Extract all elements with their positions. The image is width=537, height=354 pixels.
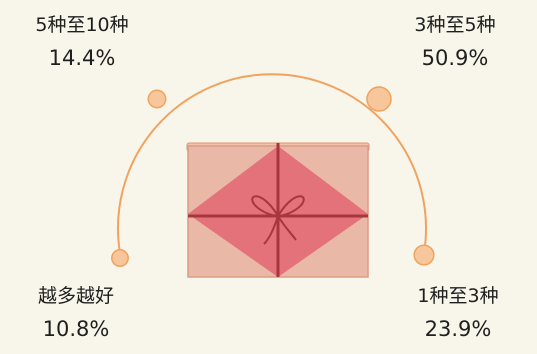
dot-1-to-3 [413, 244, 435, 266]
connector-arc [117, 73, 427, 254]
category-name: 3种至5种 [414, 14, 496, 36]
category-name: 1种至3种 [417, 285, 499, 307]
dot-more-better [111, 249, 129, 267]
category-value: 50.9% [421, 46, 489, 70]
category-value: 10.8% [42, 317, 110, 341]
label-1-to-3: 1种至3种 23.9% [396, 287, 520, 340]
dot-5-to-10 [147, 89, 167, 109]
category-name: 5种至10种 [35, 14, 129, 36]
category-value: 23.9% [424, 317, 492, 341]
category-dots [111, 86, 435, 267]
label-3-to-5: 3种至5种 50.9% [390, 16, 520, 69]
ribbon-bow [251, 195, 305, 245]
dot-3-to-5 [366, 86, 392, 112]
label-more-better: 越多越好 10.8% [14, 287, 138, 340]
gift-box-illustration [186, 142, 370, 278]
category-value: 14.4% [48, 46, 116, 70]
label-5-to-10: 5种至10种 14.4% [10, 16, 154, 69]
category-name: 越多越好 [37, 285, 114, 307]
